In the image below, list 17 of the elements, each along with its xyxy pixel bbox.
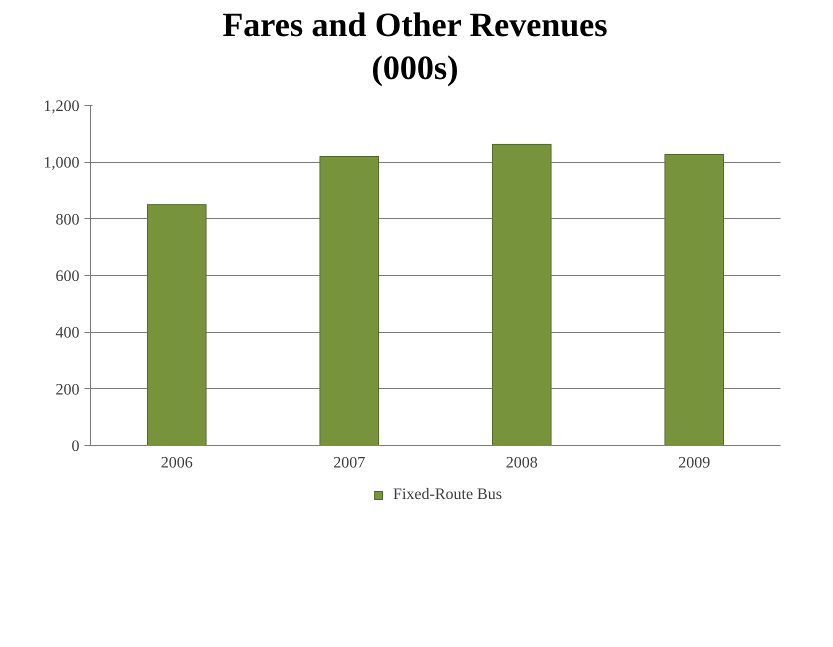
y-tick-label: 600 xyxy=(56,268,80,285)
y-tick-label: 1,000 xyxy=(44,154,80,172)
x-tick-label: 2008 xyxy=(506,454,538,472)
bar xyxy=(146,204,207,446)
y-tick-label: 200 xyxy=(56,381,80,398)
x-tick-label: 2007 xyxy=(333,454,366,472)
bar xyxy=(664,154,724,446)
chart-title: Fares and Other Revenues (000s) xyxy=(222,6,608,88)
x-tick-label: 2009 xyxy=(678,454,710,472)
y-tick-label: 800 xyxy=(56,211,80,228)
y-tick-label: 400 xyxy=(56,324,80,342)
bar xyxy=(492,144,552,446)
legend-label: Fixed-Route Bus xyxy=(393,486,502,504)
x-tick-label: 2006 xyxy=(160,454,193,472)
y-tick-label: 0 xyxy=(72,438,80,455)
y-tick-label: 1,200 xyxy=(44,98,80,115)
bar xyxy=(319,156,380,446)
